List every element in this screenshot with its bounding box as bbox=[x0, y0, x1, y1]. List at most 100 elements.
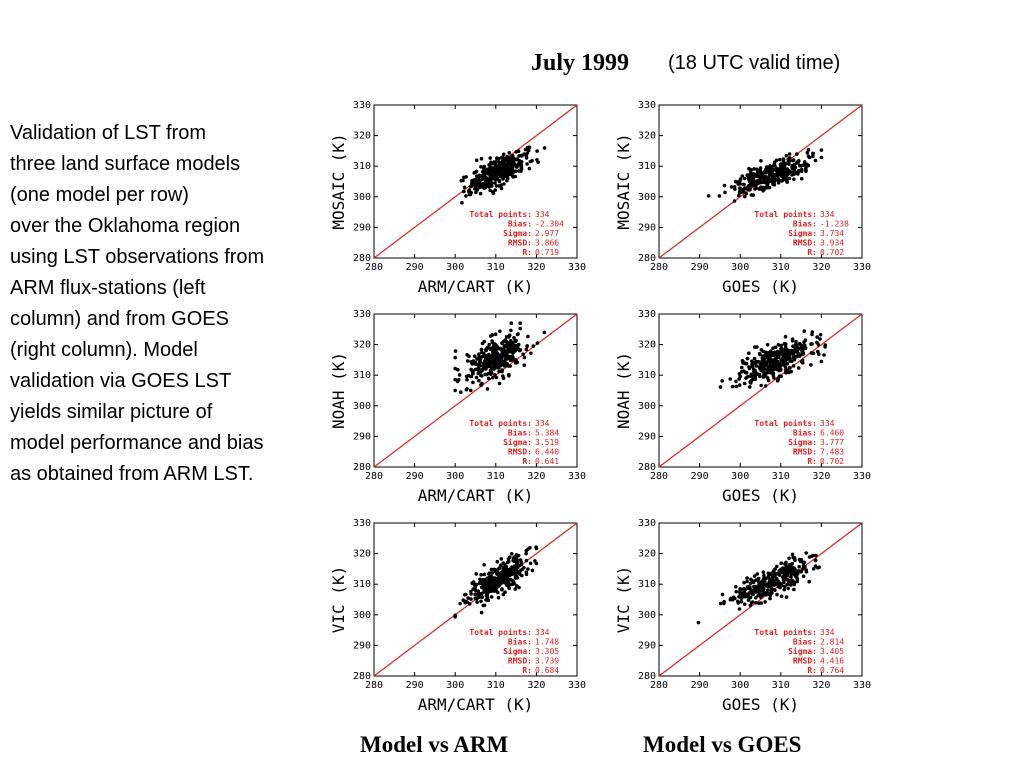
data-point bbox=[795, 152, 799, 156]
data-point bbox=[457, 373, 462, 377]
stat-label: RMSD: bbox=[793, 239, 817, 248]
data-point bbox=[744, 371, 749, 375]
data-point bbox=[774, 158, 779, 163]
data-point bbox=[527, 145, 532, 149]
data-point bbox=[771, 578, 776, 583]
data-point bbox=[772, 363, 777, 367]
stat-value: 334 bbox=[535, 419, 550, 428]
data-point bbox=[782, 580, 786, 585]
x-tick-label: 300 bbox=[446, 262, 464, 273]
data-point bbox=[772, 571, 777, 575]
data-point bbox=[483, 358, 488, 362]
data-point bbox=[787, 152, 792, 156]
data-point bbox=[796, 366, 801, 370]
data-point bbox=[778, 367, 783, 371]
data-point bbox=[516, 565, 520, 570]
data-point bbox=[464, 387, 469, 392]
data-point bbox=[474, 597, 479, 601]
data-point bbox=[542, 330, 547, 335]
data-point bbox=[508, 571, 513, 576]
data-point bbox=[809, 351, 814, 355]
data-point bbox=[475, 182, 480, 186]
data-point bbox=[752, 574, 757, 578]
data-point bbox=[488, 188, 492, 193]
data-point bbox=[500, 587, 504, 592]
data-point bbox=[515, 157, 519, 161]
data-point bbox=[510, 160, 514, 165]
data-point bbox=[530, 568, 535, 573]
x-tick-label: 290 bbox=[406, 471, 424, 482]
data-point bbox=[797, 159, 801, 163]
data-point bbox=[773, 174, 778, 178]
data-point bbox=[799, 569, 803, 574]
data-point bbox=[511, 351, 515, 355]
stat-label: Total points: bbox=[754, 209, 817, 219]
data-point bbox=[779, 374, 783, 379]
data-point bbox=[786, 586, 790, 591]
data-point bbox=[778, 162, 783, 167]
data-point bbox=[722, 183, 727, 188]
data-point bbox=[781, 157, 786, 161]
data-point bbox=[776, 360, 780, 365]
data-point bbox=[510, 153, 515, 158]
data-point bbox=[737, 383, 742, 387]
data-point bbox=[766, 369, 770, 374]
data-point bbox=[750, 364, 755, 369]
data-point bbox=[772, 163, 776, 167]
y-tick-label: 280 bbox=[353, 253, 371, 264]
data-point bbox=[493, 361, 497, 365]
data-point bbox=[519, 160, 524, 164]
data-point bbox=[511, 175, 515, 179]
stat-label: Bias: bbox=[508, 637, 532, 647]
description-line: validation via GOES LST bbox=[10, 370, 232, 392]
data-point bbox=[739, 596, 744, 601]
stat-label: Sigma: bbox=[788, 646, 817, 656]
data-point bbox=[757, 580, 761, 584]
data-point bbox=[779, 594, 784, 599]
data-point bbox=[810, 342, 814, 346]
data-point bbox=[489, 173, 493, 177]
x-tick-label: 290 bbox=[691, 471, 709, 482]
data-point bbox=[768, 593, 772, 598]
data-point bbox=[485, 387, 490, 391]
description-line: as obtained from ARM LST. bbox=[10, 463, 254, 485]
data-point bbox=[489, 184, 494, 188]
data-point bbox=[728, 377, 732, 381]
data-point bbox=[757, 601, 761, 606]
data-point bbox=[785, 570, 790, 574]
data-point bbox=[542, 146, 547, 150]
data-point bbox=[720, 379, 724, 383]
data-point bbox=[783, 345, 788, 349]
data-point bbox=[453, 388, 457, 393]
data-point bbox=[791, 364, 796, 368]
data-point bbox=[493, 168, 497, 173]
data-point bbox=[479, 156, 484, 161]
data-point bbox=[768, 596, 772, 601]
data-point bbox=[533, 559, 537, 563]
x-tick-label: 280 bbox=[365, 471, 383, 482]
data-point bbox=[763, 373, 767, 377]
data-point bbox=[472, 587, 476, 591]
data-point bbox=[493, 188, 498, 192]
description-line: yields similar picture of bbox=[10, 401, 213, 423]
data-point bbox=[473, 592, 477, 597]
data-point bbox=[502, 162, 506, 166]
data-point bbox=[491, 357, 496, 362]
data-point bbox=[784, 566, 788, 570]
description-line: over the Oklahoma region bbox=[10, 215, 241, 237]
x-tick-label: 300 bbox=[446, 680, 464, 691]
data-point bbox=[485, 583, 490, 587]
data-point bbox=[476, 592, 480, 596]
data-point bbox=[747, 166, 751, 171]
chart-subtitle: (18 UTC valid time) bbox=[668, 52, 841, 74]
data-point bbox=[513, 338, 517, 343]
y-tick-label: 300 bbox=[353, 610, 371, 621]
data-point bbox=[782, 175, 787, 180]
data-point bbox=[519, 169, 523, 173]
data-point bbox=[758, 366, 762, 371]
data-point bbox=[767, 185, 772, 190]
x-tick-label: 320 bbox=[527, 680, 545, 691]
data-point bbox=[796, 347, 801, 351]
